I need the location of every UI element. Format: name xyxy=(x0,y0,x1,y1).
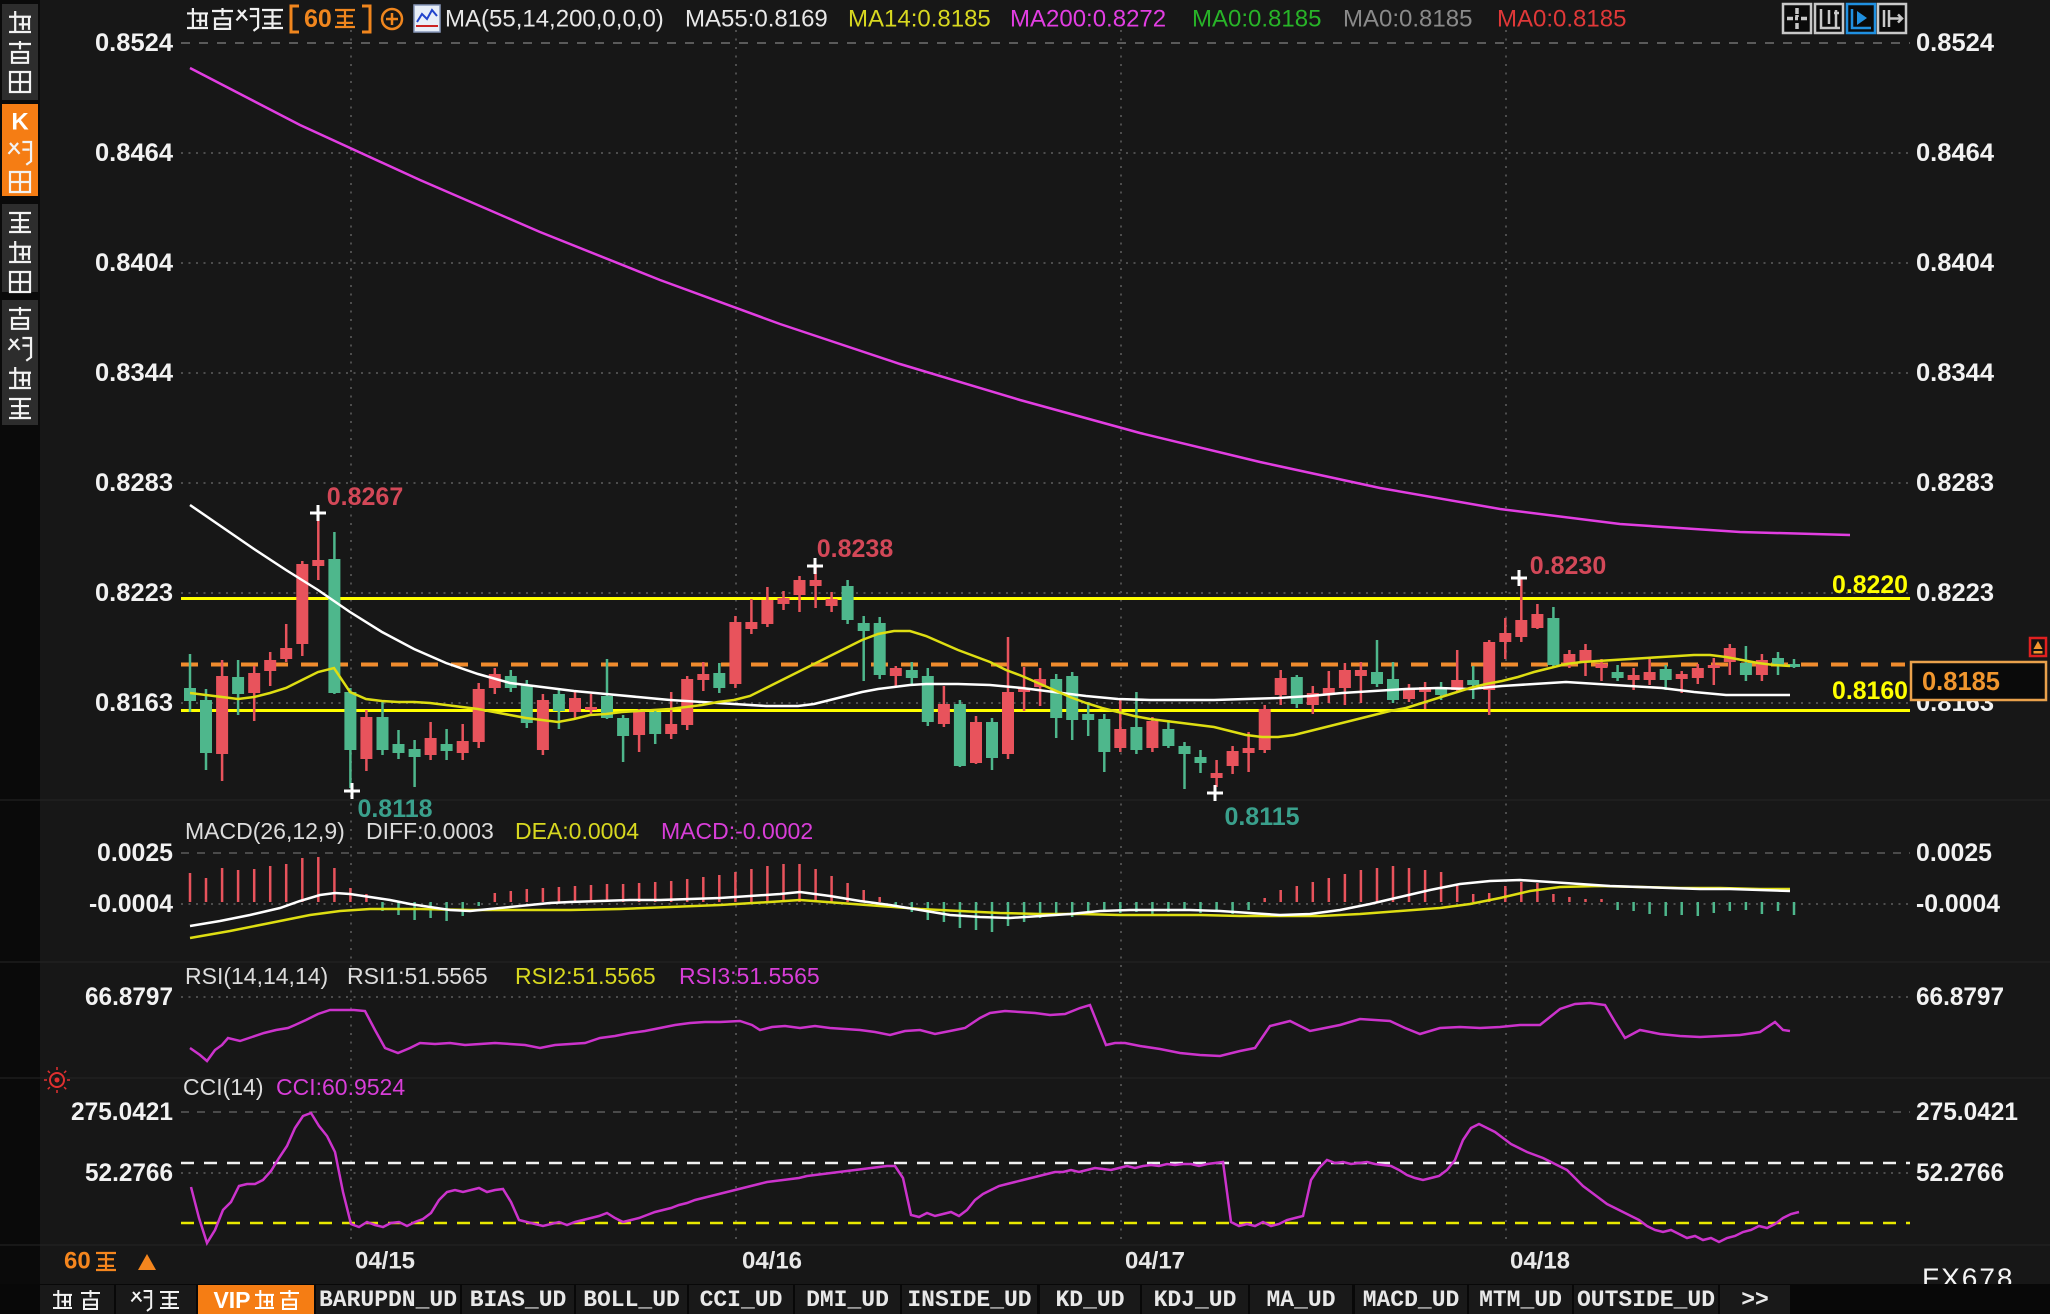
svg-text:60: 60 xyxy=(304,5,332,33)
svg-text:MA200:0.8272: MA200:0.8272 xyxy=(1010,6,1166,33)
svg-text:MACD_UD: MACD_UD xyxy=(1363,1287,1460,1313)
svg-text:0.8267: 0.8267 xyxy=(327,483,403,511)
svg-text:0.8230: 0.8230 xyxy=(1530,552,1606,580)
svg-text:52.2766: 52.2766 xyxy=(85,1159,173,1187)
svg-text:0.8115: 0.8115 xyxy=(1224,803,1299,831)
svg-text:275.0421: 275.0421 xyxy=(1916,1098,2018,1126)
svg-text:DIFF:0.0003: DIFF:0.0003 xyxy=(366,818,494,844)
svg-text:0.8160: 0.8160 xyxy=(1832,677,1908,705)
svg-text:66.8797: 66.8797 xyxy=(85,983,173,1011)
svg-text:MA0:0.8185: MA0:0.8185 xyxy=(1343,6,1472,33)
svg-text:0.8404: 0.8404 xyxy=(95,249,173,277)
svg-text:K: K xyxy=(11,109,29,136)
svg-text:0.8464: 0.8464 xyxy=(1916,139,1994,167)
svg-text:KD_UD: KD_UD xyxy=(1055,1287,1124,1313)
svg-text:0.8118: 0.8118 xyxy=(357,795,432,823)
svg-text:MA14:0.8185: MA14:0.8185 xyxy=(848,6,991,33)
svg-text:04/18: 04/18 xyxy=(1510,1248,1570,1275)
svg-text:0.8283: 0.8283 xyxy=(1916,469,1994,497)
svg-text:CCI:60.9524: CCI:60.9524 xyxy=(276,1074,405,1100)
svg-text:0.8238: 0.8238 xyxy=(817,535,894,563)
svg-text:275.0421: 275.0421 xyxy=(71,1098,173,1126)
svg-text:VIP: VIP xyxy=(213,1287,250,1313)
svg-text:MA55:0.8169: MA55:0.8169 xyxy=(685,6,828,33)
svg-text:0.8163: 0.8163 xyxy=(95,689,173,717)
svg-text:MA(55,14,200,0,0,0): MA(55,14,200,0,0,0) xyxy=(445,6,664,33)
svg-text:MA0:0.8185: MA0:0.8185 xyxy=(1192,6,1321,33)
svg-text:BARUPDN_UD: BARUPDN_UD xyxy=(319,1287,457,1313)
svg-text:0.8185: 0.8185 xyxy=(1922,666,2000,696)
svg-text:04/16: 04/16 xyxy=(742,1248,802,1275)
svg-text:MTM_UD: MTM_UD xyxy=(1479,1287,1562,1313)
svg-text:RSI(14,14,14): RSI(14,14,14) xyxy=(185,963,328,989)
svg-text:-0.0004: -0.0004 xyxy=(89,890,173,918)
svg-text:0.0025: 0.0025 xyxy=(1916,839,1992,867)
svg-text:60: 60 xyxy=(64,1248,91,1275)
svg-text:0.8220: 0.8220 xyxy=(1832,571,1908,599)
svg-text:OUTSIDE_UD: OUTSIDE_UD xyxy=(1577,1287,1715,1313)
svg-text:DEA:0.0004: DEA:0.0004 xyxy=(515,818,639,844)
svg-text:MA0:0.8185: MA0:0.8185 xyxy=(1497,6,1626,33)
svg-text:CCI(14): CCI(14) xyxy=(183,1074,264,1100)
svg-text:04/15: 04/15 xyxy=(355,1248,415,1275)
svg-text:KDJ_UD: KDJ_UD xyxy=(1154,1287,1237,1313)
svg-text:RSI1:51.5565: RSI1:51.5565 xyxy=(347,963,488,989)
svg-text:0.8404: 0.8404 xyxy=(1916,249,1994,277)
svg-text:0.8344: 0.8344 xyxy=(95,359,173,387)
svg-text:0.8283: 0.8283 xyxy=(95,469,173,497)
svg-text:BIAS_UD: BIAS_UD xyxy=(470,1287,567,1313)
svg-text:BOLL_UD: BOLL_UD xyxy=(583,1287,680,1313)
svg-text:0.8524: 0.8524 xyxy=(1916,29,1994,57)
svg-text:MA_UD: MA_UD xyxy=(1266,1287,1335,1313)
svg-text:0.8464: 0.8464 xyxy=(95,139,173,167)
svg-text:>>: >> xyxy=(1741,1287,1769,1313)
svg-text:CCI_UD: CCI_UD xyxy=(700,1287,783,1313)
svg-text:RSI2:51.5565: RSI2:51.5565 xyxy=(515,963,656,989)
svg-text:0.8223: 0.8223 xyxy=(1916,579,1994,607)
svg-text:INSIDE_UD: INSIDE_UD xyxy=(907,1287,1031,1313)
svg-text:MACD(26,12,9): MACD(26,12,9) xyxy=(185,818,345,844)
svg-text:52.2766: 52.2766 xyxy=(1916,1159,2004,1187)
svg-text:-0.0004: -0.0004 xyxy=(1916,890,2000,918)
svg-text:0.8524: 0.8524 xyxy=(95,29,173,57)
svg-text:MACD:-0.0002: MACD:-0.0002 xyxy=(661,818,813,844)
svg-text:0.8223: 0.8223 xyxy=(95,579,173,607)
svg-text:0.8344: 0.8344 xyxy=(1916,359,1994,387)
svg-text:04/17: 04/17 xyxy=(1125,1248,1185,1275)
svg-text:0.0025: 0.0025 xyxy=(97,839,173,867)
svg-text:66.8797: 66.8797 xyxy=(1916,983,2004,1011)
svg-text:RSI3:51.5565: RSI3:51.5565 xyxy=(679,963,820,989)
svg-text:DMI_UD: DMI_UD xyxy=(806,1287,889,1313)
